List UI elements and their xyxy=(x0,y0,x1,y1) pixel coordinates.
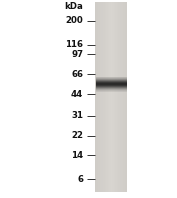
Bar xyxy=(101,2,102,192)
Bar xyxy=(124,2,125,192)
Bar xyxy=(115,2,116,192)
Text: 97: 97 xyxy=(71,50,83,59)
Text: kDa: kDa xyxy=(64,2,83,11)
Text: 14: 14 xyxy=(71,151,83,160)
Bar xyxy=(96,85,127,86)
Text: 66: 66 xyxy=(71,70,83,79)
Bar xyxy=(117,2,118,192)
Bar xyxy=(98,2,99,192)
Bar xyxy=(96,82,127,83)
Bar xyxy=(103,2,104,192)
Bar xyxy=(97,2,98,192)
Bar xyxy=(114,2,115,192)
Text: 44: 44 xyxy=(71,89,83,99)
Bar xyxy=(122,2,123,192)
Bar xyxy=(96,88,127,89)
Bar xyxy=(96,79,127,80)
Bar xyxy=(106,2,107,192)
Bar xyxy=(99,2,100,192)
Bar xyxy=(96,84,127,85)
Bar xyxy=(113,2,114,192)
Text: 31: 31 xyxy=(71,111,83,120)
Bar xyxy=(96,91,127,92)
Bar xyxy=(118,2,119,192)
Bar xyxy=(96,78,127,79)
Bar xyxy=(96,87,127,88)
Bar xyxy=(102,2,103,192)
Bar xyxy=(121,2,122,192)
Bar xyxy=(112,2,113,192)
Bar xyxy=(119,2,120,192)
Bar xyxy=(110,2,111,192)
Bar xyxy=(96,77,127,78)
Bar xyxy=(109,2,110,192)
Bar xyxy=(96,2,97,192)
Bar xyxy=(95,2,96,192)
Bar xyxy=(96,90,127,91)
Bar xyxy=(100,2,101,192)
Bar xyxy=(108,2,109,192)
Bar xyxy=(96,83,127,84)
Bar xyxy=(125,2,126,192)
Bar xyxy=(116,2,117,192)
Bar xyxy=(120,2,121,192)
Bar xyxy=(123,2,124,192)
Text: 22: 22 xyxy=(71,131,83,140)
Text: 200: 200 xyxy=(65,16,83,25)
Bar xyxy=(96,81,127,82)
Bar xyxy=(111,2,112,192)
Bar xyxy=(105,2,106,192)
Bar xyxy=(96,86,127,87)
Bar xyxy=(96,80,127,81)
Text: 116: 116 xyxy=(65,40,83,49)
Bar xyxy=(95,2,127,192)
Text: 6: 6 xyxy=(77,175,83,184)
Bar xyxy=(96,89,127,90)
Bar xyxy=(104,2,105,192)
Bar xyxy=(126,2,127,192)
Bar xyxy=(107,2,108,192)
